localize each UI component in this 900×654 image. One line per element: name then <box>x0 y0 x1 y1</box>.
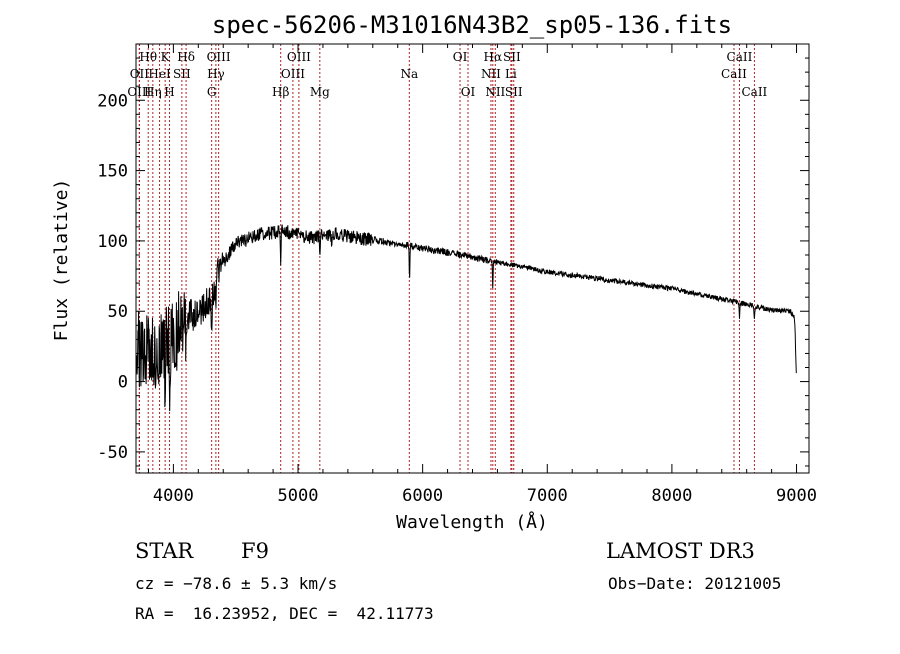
y-tick-label: 100 <box>97 232 128 252</box>
redshift-velocity: cz = −78.6 ± 5.3 km/s <box>135 574 338 593</box>
spectral-line-label: NII <box>481 67 501 81</box>
spectral-line-label: H <box>164 85 174 99</box>
x-tick-label: 4000 <box>153 486 194 506</box>
spectral-line-label: Mg <box>310 85 330 99</box>
spectral-line-label: Hγ <box>207 67 225 81</box>
spectral-line-markers <box>138 44 755 473</box>
y-tick-label: 150 <box>97 162 128 182</box>
spectral-line-label: Hβ <box>272 85 289 99</box>
spectral-line-label: Hθ <box>139 50 157 64</box>
x-tick-label: 8000 <box>651 486 692 506</box>
spectral-line-label: OIII <box>287 50 311 64</box>
spectral-line-label: Hη <box>144 85 162 99</box>
spectral-line-label: SII <box>173 67 191 81</box>
spectral-line-label: OIII <box>207 50 231 64</box>
spectral-line-labels: Hθ OII OIII K HeI Hη SII H Hδ OIII Hγ G Hβ OIII OIII Mg… <box>127 50 767 99</box>
sky-coordinates: RA = 16.23952, DEC = 42.11773 <box>135 604 434 623</box>
x-tick-label: 5000 <box>278 486 319 506</box>
x-axis-label: Wavelength (Å) <box>396 511 548 533</box>
spectral-line-label: HeI <box>148 67 171 81</box>
spectral-line-label: OI <box>453 50 468 64</box>
spectral-line-label: Li <box>505 67 517 81</box>
y-axis-label: Flux (relative) <box>51 179 72 342</box>
spectral-line-label: OI <box>461 85 476 99</box>
spectral-line-label: K <box>161 50 171 64</box>
spectral-line-label: CaII <box>721 67 747 81</box>
spectral-line-label: OIII <box>127 85 151 99</box>
spectral-line-label: Hα <box>484 50 503 64</box>
spectrum-trace <box>135 224 797 412</box>
x-tick-label: 6000 <box>402 486 443 506</box>
x-tick-label: 7000 <box>527 486 568 506</box>
spectral-line-label: OIII <box>281 67 305 81</box>
y-tick-label: 200 <box>97 91 128 111</box>
x-tick-label: 9000 <box>776 486 817 506</box>
chart-title: spec-56206-M31016N43B2_sp05-136.fits <box>212 11 732 39</box>
spectral-line-label: SII <box>505 85 523 99</box>
spectral-line-label: G <box>207 85 217 99</box>
spectral-line-label: Hδ <box>177 50 195 64</box>
spectral-line-label: Na <box>400 67 418 81</box>
y-tick-label: -50 <box>97 443 128 463</box>
observation-date: Obs−Date: 20121005 <box>608 574 782 593</box>
spectral-line-label: SII <box>503 50 521 64</box>
y-tick-label: 0 <box>118 373 128 393</box>
spectral-line-label: CaII <box>741 85 767 99</box>
y-tick-label: 50 <box>108 302 128 322</box>
survey-release: LAMOST DR3 <box>606 539 755 563</box>
object-subclass: F9 <box>241 539 269 563</box>
spectral-line-label: NII <box>485 85 505 99</box>
axis-ticks: 4000 5000 6000 7000 8000 9000 -50 0 50 100 150 200 <box>97 43 817 506</box>
spectral-line-label: OII <box>130 67 150 81</box>
spectral-line-label: CaII <box>727 50 753 64</box>
object-class: STAR <box>135 539 194 563</box>
